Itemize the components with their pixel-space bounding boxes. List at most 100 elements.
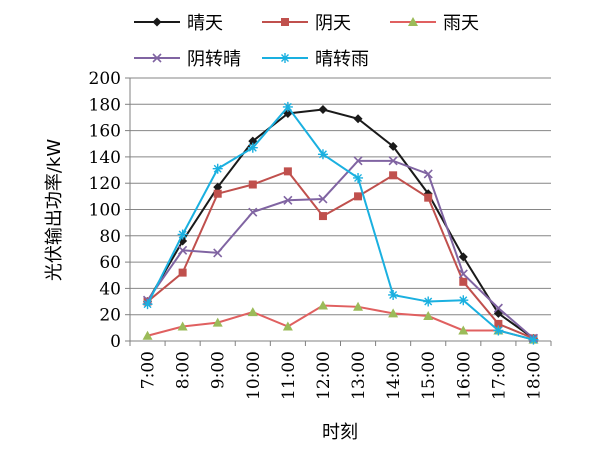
series-1 <box>143 105 538 343</box>
data-point <box>248 207 258 217</box>
legend-label: 晴转雨 <box>315 49 369 70</box>
y-tick-label: 160 <box>89 122 121 142</box>
data-point <box>213 189 222 198</box>
legend-item: 晴天 <box>134 13 223 34</box>
legend-label: 晴天 <box>187 13 223 34</box>
data-point <box>353 156 363 166</box>
data-point <box>142 330 153 340</box>
data-point <box>459 277 468 286</box>
data-point <box>388 141 398 151</box>
data-point <box>424 193 433 202</box>
data-point <box>423 296 434 307</box>
y-axis-ticks: 0 20 40 60 80 100 120 140 160 180 200 <box>89 69 130 352</box>
data-point <box>354 192 363 201</box>
data-point <box>248 180 257 189</box>
series-line <box>146 170 534 340</box>
x-tick-label: 9:00 <box>209 351 229 389</box>
x-tick-label: 13:00 <box>349 351 369 400</box>
data-point <box>317 149 328 160</box>
y-tick-label: 0 <box>110 332 121 352</box>
x-axis-title: 时刻 <box>322 422 358 443</box>
series-line <box>146 159 535 340</box>
data-point <box>318 105 328 115</box>
series-line <box>147 304 534 341</box>
x-tick-label: 8:00 <box>174 351 194 389</box>
data-point <box>177 321 188 331</box>
y-axis-title: 光伏输出功率/kW <box>44 139 65 281</box>
series-4 <box>142 156 539 343</box>
data-point <box>212 317 223 327</box>
series-line <box>146 105 534 341</box>
y-tick-label: 180 <box>89 95 121 115</box>
data-point <box>177 229 188 240</box>
data-point <box>353 172 364 183</box>
legend-marker <box>408 17 418 26</box>
y-tick-label: 40 <box>99 279 121 299</box>
legend-marker <box>281 18 289 26</box>
series-5 <box>142 101 539 345</box>
y-tick-label: 20 <box>99 306 121 326</box>
data-point <box>388 289 399 300</box>
data-point <box>494 319 503 328</box>
legend-marker <box>280 53 290 63</box>
y-tick-label: 200 <box>89 69 121 89</box>
data-point <box>318 212 327 221</box>
data-point <box>212 163 223 174</box>
data-point <box>247 142 258 153</box>
data-point <box>283 167 292 176</box>
x-tick-label: 11:00 <box>279 351 299 400</box>
data-point <box>213 248 223 258</box>
legend-item: 阴天 <box>262 13 351 34</box>
legend-label: 阴转晴 <box>187 49 241 70</box>
x-tick-label: 18:00 <box>524 351 544 400</box>
data-point <box>388 308 399 318</box>
y-tick-label: 60 <box>99 253 121 273</box>
y-tick-label: 120 <box>89 174 121 194</box>
data-point <box>388 156 398 166</box>
legend-marker <box>152 53 162 63</box>
legend-item: 晴转雨 <box>262 49 369 70</box>
data-point <box>318 194 328 204</box>
series-layer <box>142 101 539 345</box>
y-tick-label: 100 <box>89 201 121 221</box>
legend-item: 雨天 <box>390 13 479 34</box>
x-tick-label: 12:00 <box>314 351 334 400</box>
data-point <box>353 114 363 124</box>
gridlines <box>130 77 551 316</box>
data-point <box>282 321 293 331</box>
x-tick-label: 15:00 <box>419 351 439 400</box>
legend-label: 雨天 <box>443 13 479 34</box>
data-point <box>317 300 328 310</box>
data-point <box>283 195 293 205</box>
y-tick-label: 140 <box>89 148 121 168</box>
data-point <box>423 311 434 321</box>
data-point <box>178 268 187 277</box>
data-point <box>528 334 539 345</box>
data-point <box>213 182 223 192</box>
y-tick-label: 80 <box>99 227 121 247</box>
data-point <box>142 299 153 310</box>
data-point <box>458 325 469 335</box>
data-point <box>178 245 188 255</box>
data-point <box>389 171 398 180</box>
x-tick-label: 10:00 <box>244 351 264 400</box>
x-tick-label: 7:00 <box>139 351 159 389</box>
data-point <box>247 307 258 317</box>
data-point <box>423 169 433 179</box>
data-point <box>493 303 503 313</box>
series-2 <box>143 167 538 343</box>
data-point <box>458 269 468 279</box>
data-point <box>493 325 504 336</box>
x-tick-label: 17:00 <box>489 351 509 400</box>
legend-item: 阴转晴 <box>134 49 241 70</box>
x-tick-label: 16:00 <box>454 351 474 400</box>
series-3 <box>142 300 539 344</box>
data-point <box>282 101 293 112</box>
data-point <box>458 295 469 306</box>
series-line <box>146 108 535 340</box>
data-point <box>458 252 468 262</box>
legend-marker <box>152 17 162 27</box>
legend-label: 阴天 <box>315 13 351 34</box>
